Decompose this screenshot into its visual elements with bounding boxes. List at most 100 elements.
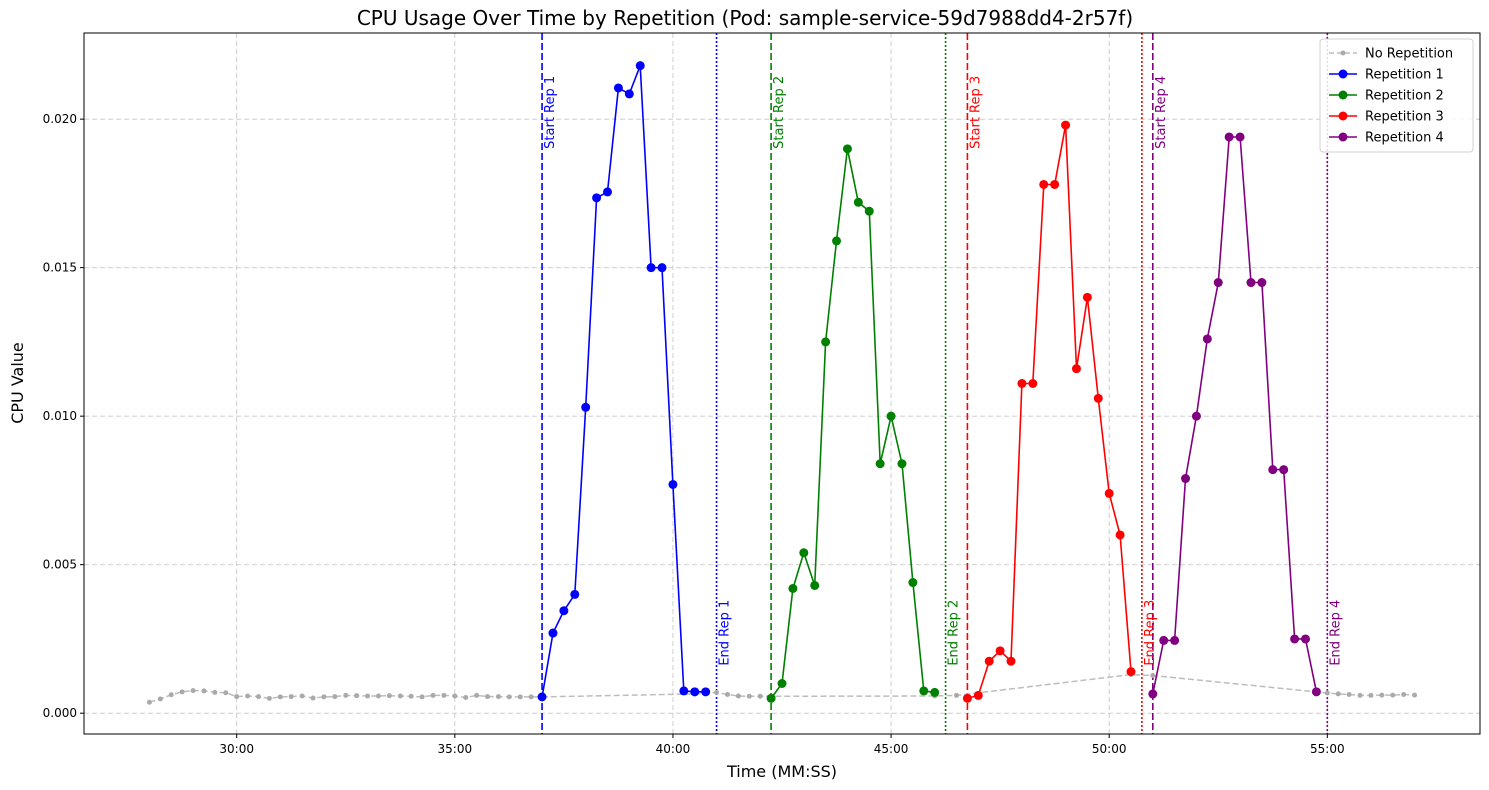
no-repetition-point [266, 695, 272, 701]
y-axis-ticks: 0.000 0.005 0.010 0.015 0.020 [43, 112, 84, 720]
no-repetition-point [495, 694, 501, 700]
start-rep-4-label: Start Rep 4 [1154, 76, 1169, 149]
repetition-4-point [1311, 687, 1321, 697]
repetition-4-point [1202, 334, 1212, 344]
no-repetition-point [1346, 691, 1352, 697]
y-tick-label: 0.010 [43, 409, 77, 423]
no-repetition-point [746, 693, 752, 699]
no-repetition-point [1401, 691, 1407, 697]
no-repetition-point [179, 689, 185, 695]
no-repetition-point [714, 689, 720, 695]
end-rep-4-label: End Rep 4 [1328, 600, 1343, 666]
no-repetition-point [190, 688, 196, 694]
repetition-4-point [1191, 411, 1201, 421]
no-repetition-point [408, 693, 414, 699]
no-repetition-point [146, 699, 152, 705]
repetition-1-point [690, 687, 700, 697]
no-repetition-point [1368, 692, 1374, 698]
no-repetition-point [474, 692, 480, 698]
no-repetition-point [485, 694, 491, 700]
no-repetition-point [201, 688, 207, 694]
repetition-3-point [984, 656, 994, 666]
repetition-1-point [581, 402, 591, 412]
repetition-2-point [766, 693, 776, 703]
repetition-2-point [821, 337, 831, 347]
no-repetition-point [757, 693, 763, 699]
start-rep-3-label: Start Rep 3 [968, 76, 983, 149]
legend-swatch-marker [1338, 69, 1348, 79]
legend-entry: Repetition 4 [1329, 131, 1444, 146]
repetition-1-point [624, 89, 634, 99]
no-repetition-point [157, 696, 163, 702]
repetition-4-line [1152, 136, 1318, 695]
repetition-2-point [777, 679, 787, 689]
no-repetition-point [954, 692, 959, 698]
repetition-3-point [1028, 379, 1038, 388]
grid [84, 33, 1480, 734]
legend-label: Repetition 4 [1365, 131, 1444, 146]
end-rep-1-label: End Rep 1 [718, 600, 733, 666]
x-axis-label: Time (MM:SS) [726, 762, 837, 781]
repetition-4-point [1257, 278, 1267, 288]
repetition-2-point [853, 197, 863, 207]
no-repetition-point [452, 693, 458, 699]
repetition-1-series [537, 61, 711, 702]
y-axis-label: CPU Value [8, 342, 27, 424]
no-repetition-point [506, 694, 512, 700]
start-rep-1-label: Start Rep 1 [543, 76, 558, 149]
repetition-3-point [1093, 393, 1103, 403]
repetition-4-point [1246, 278, 1256, 288]
start-rep-2-label: Start Rep 2 [772, 76, 787, 149]
repetition-4-point [1148, 689, 1158, 699]
repetition-2-point [930, 687, 940, 697]
no-repetition-point [223, 690, 229, 696]
legend-label: Repetition 1 [1365, 68, 1444, 83]
y-tick-label: 0.005 [43, 558, 77, 572]
legend-swatch-marker [1340, 50, 1346, 56]
repetition-4-point [1301, 634, 1310, 644]
chart-title: CPU Usage Over Time by Repetition (Pod: … [357, 6, 1133, 30]
end-rep-2-label: End Rep 2 [947, 600, 962, 666]
no-repetition-point [1357, 692, 1363, 698]
x-axis-ticks: 30:00 35:00 40:00 45:00 50:00 55:00 [219, 734, 1345, 756]
repetition-2-point [810, 580, 820, 590]
legend-label: Repetition 3 [1365, 110, 1444, 125]
plot-frame [83, 32, 1481, 735]
no-repetition-point [463, 694, 469, 700]
repetition-1-point [592, 193, 602, 203]
repetition-1-point [613, 83, 623, 93]
no-repetition-point [1335, 691, 1341, 697]
repetition-4-point [1170, 635, 1180, 645]
repetition-3-point [1071, 364, 1081, 374]
legend-entry: Repetition 3 [1329, 110, 1444, 125]
repetition-3-point [1115, 530, 1125, 540]
legend-swatch-marker [1338, 132, 1348, 142]
y-tick-label: 0.015 [43, 261, 77, 275]
no-repetition-point [256, 694, 261, 700]
end-rep-3-label: End Rep 3 [1143, 600, 1158, 666]
x-tick-label: 55:00 [1310, 742, 1345, 756]
repetition-1-point [657, 263, 667, 273]
repetition-3-point [1061, 120, 1071, 130]
no-repetition-point [288, 694, 294, 700]
no-repetition-point [441, 692, 447, 698]
repetition-4-point [1181, 474, 1191, 484]
repetition-1-point [603, 187, 612, 197]
x-tick-label: 50:00 [1092, 742, 1127, 756]
repetition-2-point [875, 459, 885, 469]
repetition-2-point [886, 411, 896, 421]
legend-label: Repetition 2 [1365, 89, 1444, 104]
no-repetition-point [419, 694, 425, 700]
repetition-4-point [1224, 132, 1234, 142]
no-repetition-point [528, 694, 534, 700]
no-repetition-point [1390, 692, 1396, 698]
repetition-4-point [1279, 465, 1289, 475]
repetition-3-point [1126, 667, 1136, 677]
repetition-2-point [788, 583, 798, 593]
repetition-3-point [962, 693, 972, 703]
no-repetition-point [354, 693, 360, 699]
repetition-3-point [973, 690, 983, 700]
repetition-3-point [1039, 179, 1049, 189]
